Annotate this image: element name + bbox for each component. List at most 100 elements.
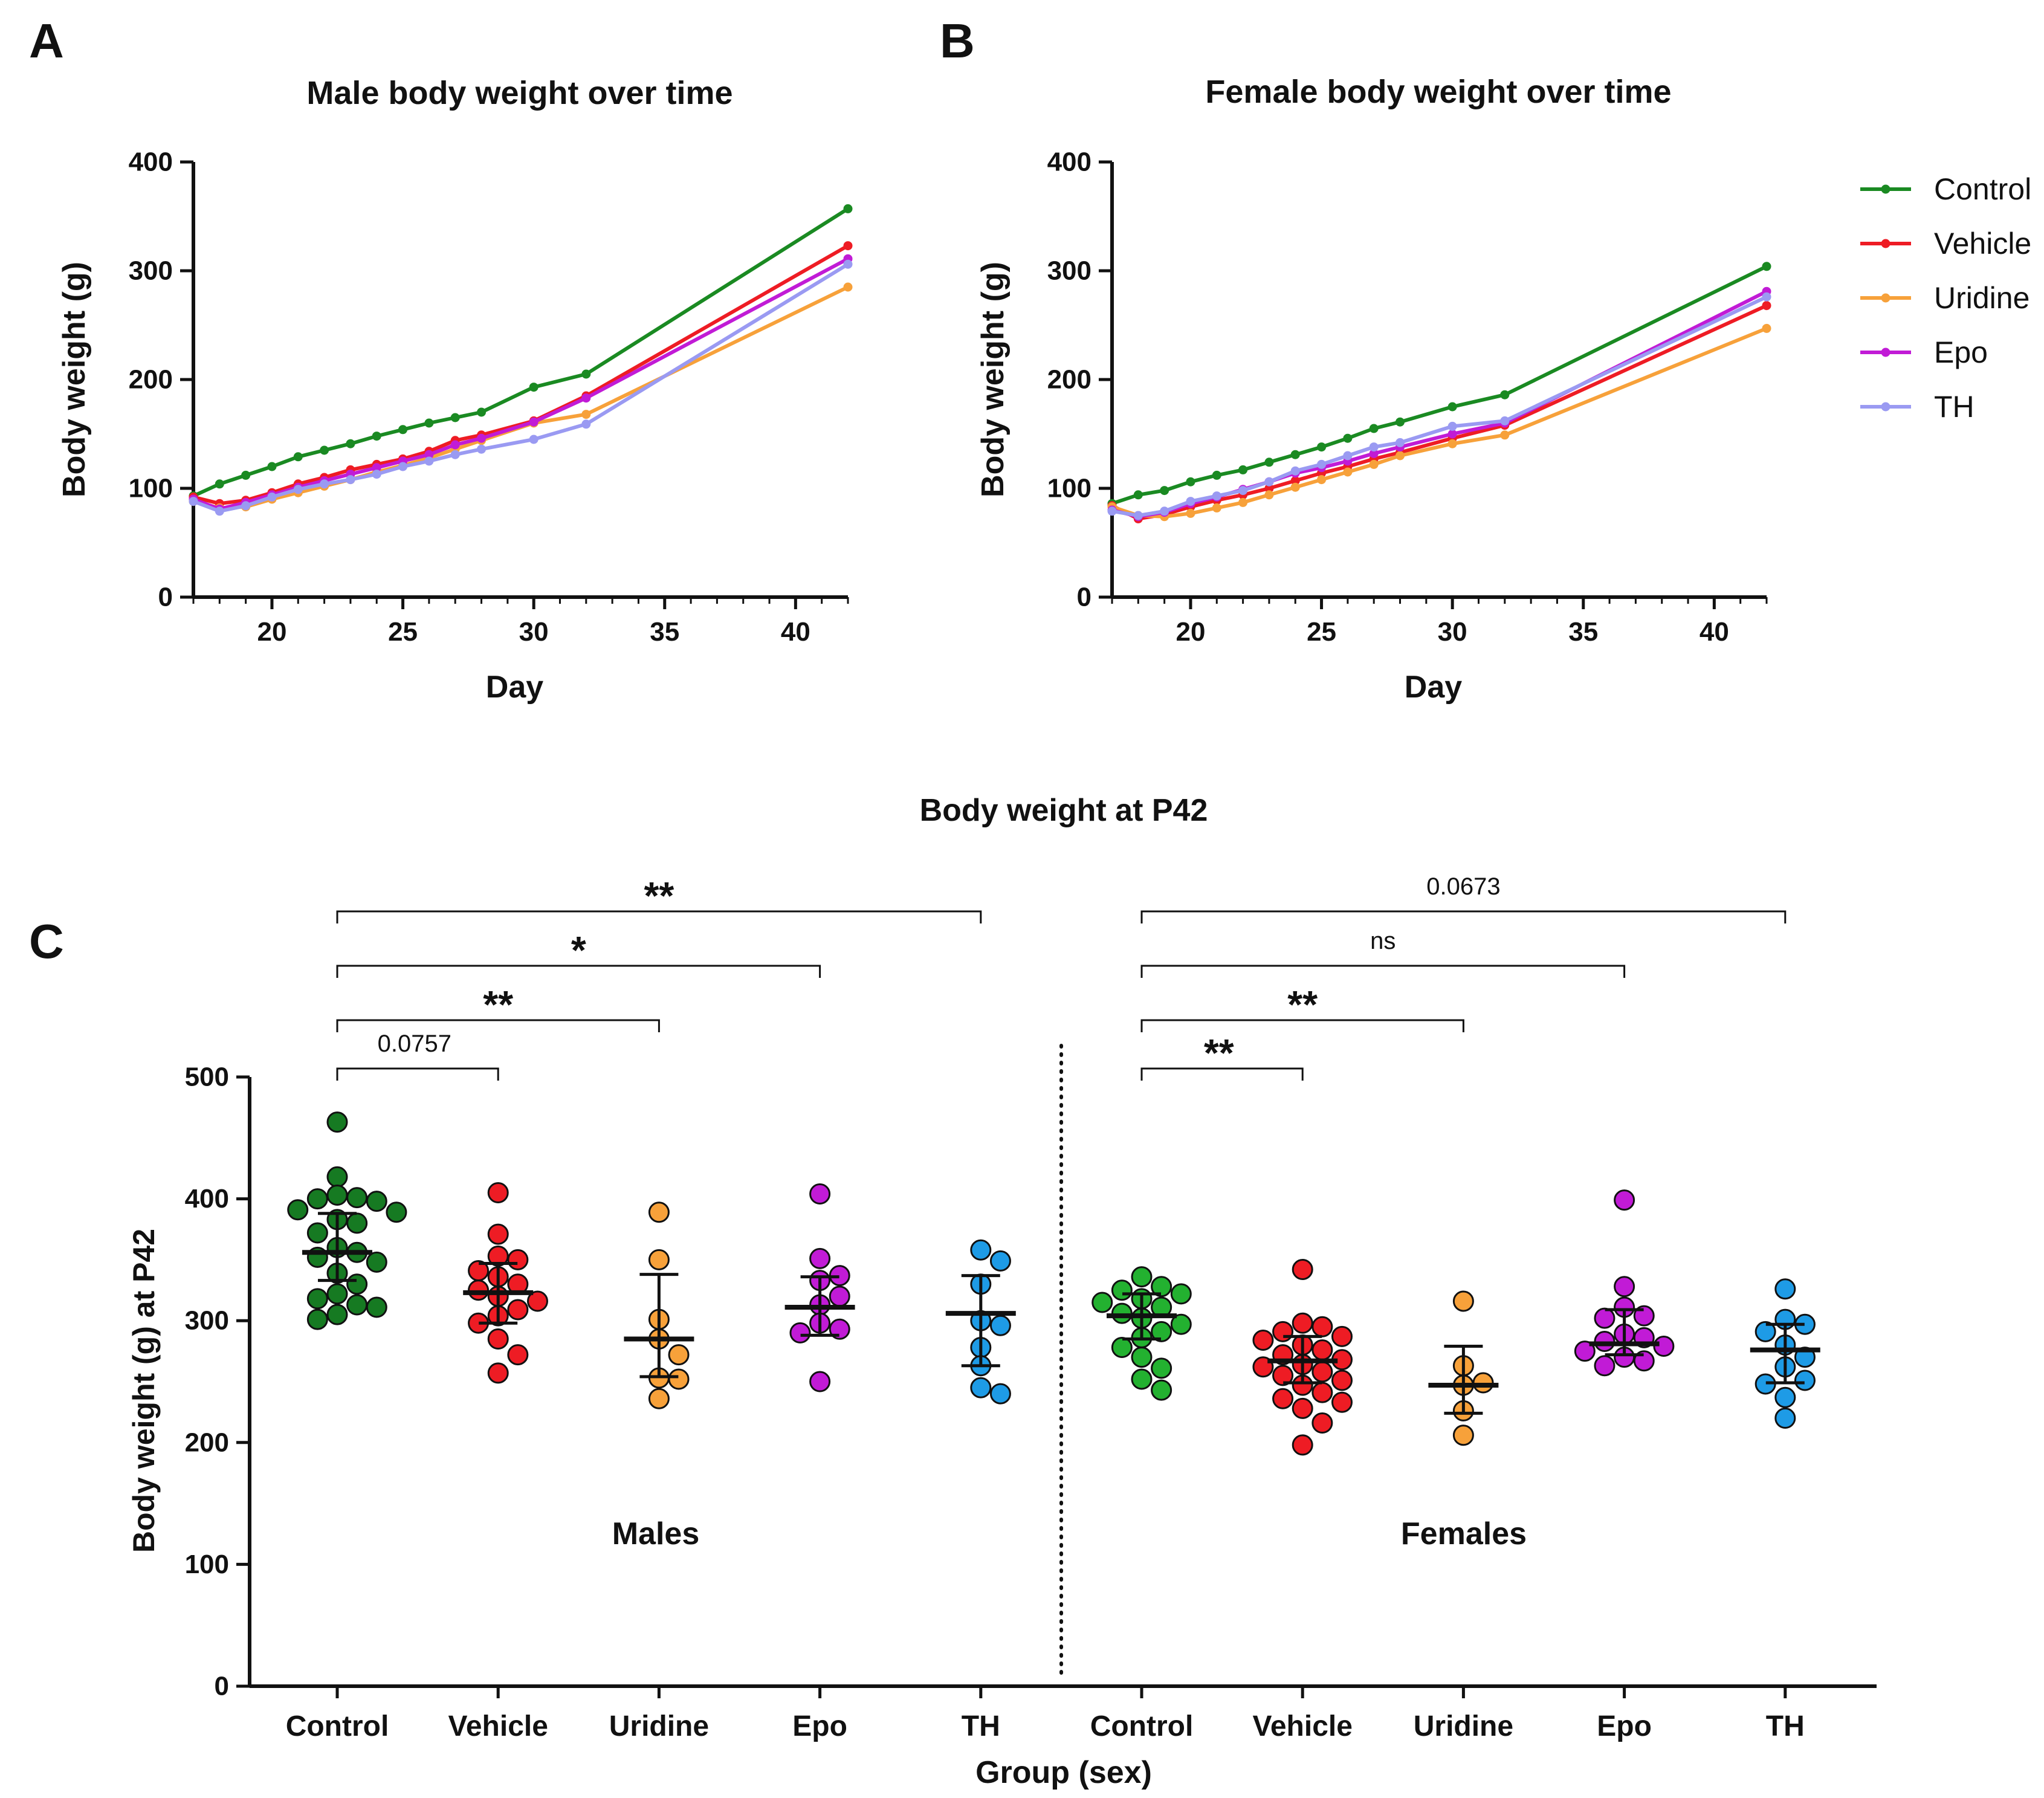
data-point [648,1388,670,1409]
data-point [450,450,460,459]
group-females-epo [1574,1189,1675,1377]
data-point [1292,1312,1313,1334]
group-females-control [1092,1266,1192,1401]
series-line [1111,289,1768,519]
significance-bracket: ** [336,983,660,1032]
group-males-control [287,1111,407,1330]
data-point [1762,292,1771,302]
data-point [829,1285,850,1307]
panel-label: C [29,914,64,968]
data-point [1447,402,1457,412]
data-point [1290,482,1300,492]
legend-label: TH [1934,390,1974,424]
data-point [1762,301,1771,311]
data-point [843,204,853,213]
data-point [366,1296,387,1318]
data-point [424,450,434,459]
series-line [192,207,849,498]
data-point [1396,451,1405,461]
significance-label: ** [644,874,674,917]
bracket-line [336,910,982,923]
data-point [809,1247,831,1269]
data-point [1186,497,1195,506]
data-point [487,1182,509,1204]
data-point [970,1377,992,1399]
group-males-uridine [624,1201,694,1409]
chart-title: Body weight at P42 [920,793,1208,828]
data-point [1447,439,1457,448]
data-point [526,1290,548,1312]
y-tick-label: 200 [1047,365,1092,395]
data-point [1594,1355,1615,1377]
data-point [306,1288,328,1310]
chart-b: B Female body weight over time 0 100 200 300 4… [940,14,2031,705]
y-axis-label: Body weight (g) [57,262,92,497]
data-point [306,1222,328,1244]
x-tick-label: TH [1766,1710,1805,1742]
data-point [1317,459,1327,469]
data-point [507,1299,529,1321]
data-point [1331,1325,1353,1347]
y-axis-label: Body weight (g) at P42 [127,1229,161,1553]
data-point [1170,1283,1192,1305]
data-point [424,418,434,428]
data-point [529,383,538,392]
data-point [1292,1259,1313,1281]
series-epo [189,254,853,514]
data-point [989,1383,1011,1405]
data-point [1311,1339,1333,1361]
data-point [267,492,277,502]
x-tick-label: 25 [388,617,418,647]
data-point [1133,511,1143,520]
data-point [1133,490,1143,500]
significance-label: ** [1287,983,1318,1026]
series-control [189,204,853,501]
data-point [306,1188,328,1210]
significance-bracket: ** [1140,983,1464,1032]
data-point [1762,323,1771,333]
significance-label: * [571,928,586,972]
data-point [1574,1340,1596,1362]
data-point [326,1283,348,1305]
y-tick-label: 400 [1047,147,1092,177]
data-point [1290,466,1300,476]
data-point [1292,1434,1313,1456]
data-point [1396,417,1405,427]
data-point [346,1187,368,1209]
data-point [529,435,538,444]
sex-label-females: Females [1401,1516,1527,1551]
significance-bracket: 0.0673 [1140,873,1787,923]
data-point [1131,1347,1153,1368]
data-point [1311,1412,1333,1434]
data-point [326,1111,348,1133]
data-point [648,1249,670,1270]
data-point [668,1344,690,1366]
data-point [1160,486,1169,496]
data-point [1447,421,1457,431]
data-point [1238,465,1248,474]
data-point [468,1279,490,1301]
series-line [193,244,849,506]
y-tick-label: 100 [1047,474,1092,503]
significance-label: ns [1370,928,1396,954]
data-point [1452,1424,1474,1446]
data-point [215,479,224,489]
data-point [346,1273,368,1295]
data-point [241,501,251,511]
data-point [1343,451,1353,461]
data-point [326,1166,348,1188]
x-tick-label: 40 [781,617,810,647]
group-males-epo [784,1183,855,1392]
data-point [1500,430,1510,440]
data-point [1500,390,1510,399]
data-point [1290,450,1300,459]
data-point [1212,470,1221,480]
data-point [346,1212,368,1234]
significance-bracket: ns [1140,928,1626,978]
x-tick-label: 30 [1438,617,1467,647]
x-tick-label: 30 [519,617,549,647]
data-point [1111,1302,1133,1324]
data-point [346,1294,368,1316]
data-point [1151,1276,1172,1298]
